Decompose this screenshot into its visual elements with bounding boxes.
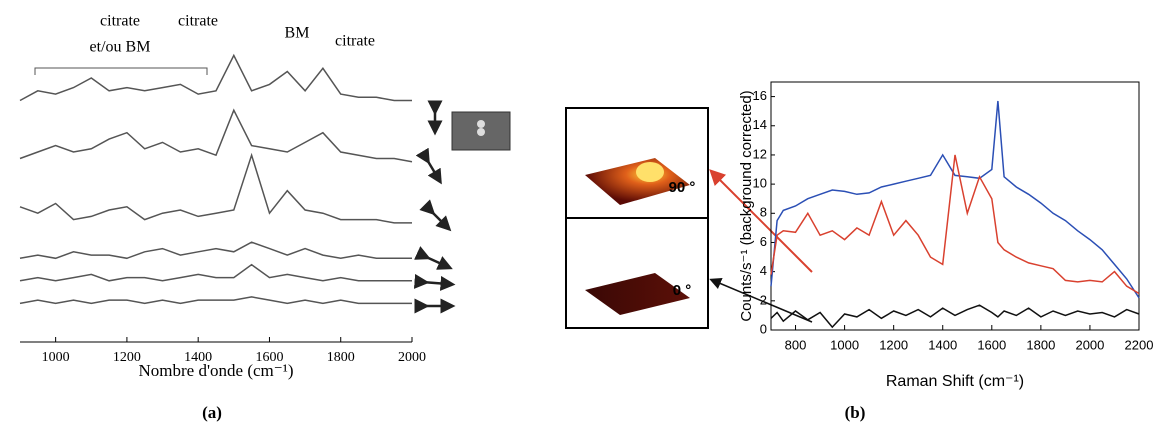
- x-tick-label: 2000: [1075, 337, 1104, 352]
- x-tick-label: 1600: [255, 350, 283, 365]
- spectrum-line: [19, 152, 412, 224]
- annotation: citrate: [100, 13, 140, 30]
- x-tick-label: 1400: [184, 350, 212, 365]
- y-tick-label: 10: [753, 176, 767, 191]
- x-tick-label: 1200: [879, 337, 908, 352]
- spectrum-line: [770, 304, 1140, 329]
- x-tick-label: 1600: [977, 337, 1006, 352]
- caption: (b): [845, 403, 866, 422]
- x-tick-label: 1000: [42, 350, 70, 365]
- x-tick-label: 1800: [327, 350, 355, 365]
- spectrum-line: [770, 100, 1140, 299]
- spectrum-line: [19, 108, 413, 163]
- plot-frame: [770, 81, 1140, 331]
- bracket: [34, 67, 208, 75]
- spectrum-line: [19, 241, 412, 260]
- annotation: BM: [285, 25, 310, 42]
- y-tick-label: 2: [760, 292, 767, 307]
- x-tick-label: 1800: [1026, 337, 1055, 352]
- annotation: 0 °: [673, 282, 692, 299]
- x-tick-label: 1400: [928, 337, 957, 352]
- map-3d: [585, 273, 690, 315]
- annotation: et/ou BM: [90, 39, 151, 56]
- spectrum-line: [19, 296, 412, 305]
- y-tick-label: 8: [760, 205, 767, 220]
- annotation: citrate: [178, 13, 218, 30]
- map-peak: [636, 162, 664, 182]
- y-tick-label: 0: [760, 321, 767, 336]
- y-axis-label: Counts/s⁻¹ (background corrected): [738, 90, 755, 321]
- spectrum-line: [770, 154, 1140, 295]
- particle: [477, 128, 485, 136]
- x-tick-label: 1000: [830, 337, 859, 352]
- x-tick-label: 800: [785, 337, 807, 352]
- polarization-icons: [413, 100, 456, 314]
- annotation: citrate: [335, 33, 375, 50]
- y-tick-label: 14: [753, 117, 767, 132]
- y-tick-label: 4: [760, 263, 767, 278]
- x-tick-label: 2000: [398, 350, 426, 365]
- particle: [477, 120, 485, 128]
- y-tick-label: 6: [760, 234, 767, 249]
- y-tick-label: 16: [753, 88, 767, 103]
- arrow: [709, 169, 813, 273]
- y-tick-label: 12: [753, 146, 767, 161]
- annotation: 90 °: [669, 179, 696, 196]
- arrow: [709, 277, 813, 323]
- x-tick-label: 2200: [1125, 337, 1154, 352]
- map-3d: [585, 158, 690, 205]
- x-axis-label: Nombre d'onde (cm⁻¹): [139, 361, 294, 380]
- caption: (a): [202, 403, 222, 422]
- x-axis-label: Raman Shift (cm⁻¹): [886, 373, 1024, 390]
- spectrum-line: [19, 263, 412, 282]
- x-tick-label: 1200: [113, 350, 141, 365]
- spectrum-line: [19, 53, 412, 102]
